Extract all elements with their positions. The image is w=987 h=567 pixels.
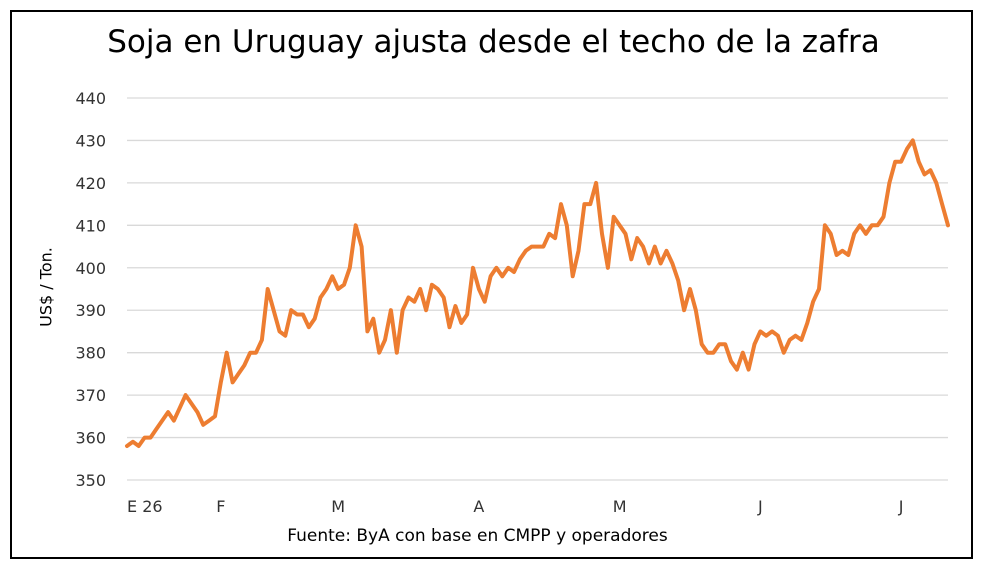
x-tick-label: A xyxy=(473,497,484,516)
y-tick-label: 370 xyxy=(75,386,106,405)
series-group xyxy=(125,138,950,448)
y-tick-label: 390 xyxy=(75,301,106,320)
chart-frame xyxy=(10,10,973,559)
y-tick-label: 420 xyxy=(75,174,106,193)
gridlines xyxy=(127,97,948,481)
y-tick-label: 350 xyxy=(75,471,106,490)
x-tick-label: J xyxy=(898,497,904,516)
x-tick-label: J xyxy=(757,497,763,516)
y-tick-label: 430 xyxy=(75,131,106,150)
y-tick-label: 380 xyxy=(75,344,106,363)
y-tick-label: 440 xyxy=(75,89,106,108)
y-tick-labels: 350 360 370 380 390 400 410 420 430 440 xyxy=(75,89,106,490)
chart-title: Soja en Uruguay ajusta desde el techo de… xyxy=(107,24,880,60)
x-tick-labels: E 26FMAMJJA xyxy=(127,497,904,516)
y-tick-label: 400 xyxy=(75,259,106,278)
series-line xyxy=(125,138,950,448)
x-tick-label: M xyxy=(331,497,345,516)
y-tick-label: 360 xyxy=(75,429,106,448)
source-note: Fuente: ByA con base en CMPP y operadore… xyxy=(287,526,668,546)
y-tick-label: 410 xyxy=(75,216,106,235)
x-tick-label: M xyxy=(613,497,627,516)
x-tick-label: F xyxy=(216,497,225,516)
x-tick-label: E 26 xyxy=(127,497,163,516)
